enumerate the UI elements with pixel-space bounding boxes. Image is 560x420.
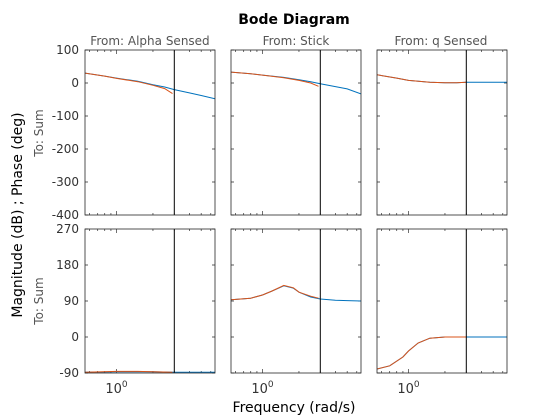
subplot-grid: -400 -300 -200 -100 0 100 -90 0 90 180 270 100 100 10…	[52, 43, 508, 397]
subplot-area	[377, 50, 507, 215]
measured-curve	[231, 284, 319, 301]
subplot-r1-c2	[230, 49, 362, 216]
subplot-area	[377, 229, 507, 373]
y-tick-label: 0	[71, 330, 79, 344]
y-tick-label: 100	[56, 43, 79, 57]
subplot-frame	[230, 228, 362, 374]
y-tick-label: -100	[52, 109, 79, 123]
subplot-frame	[84, 49, 216, 216]
subplot-r1-c3	[376, 49, 508, 216]
subplot-area	[85, 50, 215, 215]
measured-curve	[377, 336, 467, 370]
row-label-top: To: Sum	[32, 109, 46, 157]
subplot-frame	[376, 228, 508, 374]
subplot-frame	[230, 49, 362, 216]
subplot-r2-c1	[84, 228, 216, 374]
subplot-r2-c3	[376, 228, 508, 374]
subplot-area	[231, 229, 361, 373]
chart-title: Bode Diagram	[238, 12, 350, 28]
y-tick-label: 0	[71, 76, 79, 90]
y-tick-label: -200	[52, 142, 79, 156]
subplot-frame	[84, 228, 216, 374]
measured-curve	[231, 71, 319, 87]
column-title-q-sensed: From: q Sensed	[395, 34, 488, 48]
y-tick-label: 90	[64, 294, 79, 308]
x-tick-label: 100	[105, 380, 128, 397]
x-tick-label: 100	[251, 380, 274, 397]
row-label-bottom: To: Sum	[32, 277, 46, 325]
y-tick-label: -400	[52, 208, 79, 222]
y-tick-label: 270	[56, 222, 79, 236]
column-title-stick: From: Stick	[263, 34, 330, 48]
y-axis-label: Magnitude (dB) ; Phase (deg)	[10, 112, 26, 317]
x-axis-label: Frequency (rad/s)	[233, 400, 356, 416]
subplot-area	[231, 50, 361, 215]
y-tick-label: -300	[52, 175, 79, 189]
measured-curve	[85, 72, 173, 95]
column-title-alpha-sensed: From: Alpha Sensed	[90, 34, 209, 48]
y-tick-label: 180	[56, 258, 79, 272]
measured-curve	[85, 370, 173, 373]
subplot-area	[85, 229, 215, 373]
subplot-r1-c1	[84, 49, 216, 216]
subplot-frame	[376, 49, 508, 216]
y-tick-label: -90	[59, 366, 79, 380]
measured-curve	[377, 74, 467, 84]
x-tick-label: 100	[397, 380, 420, 397]
subplot-r2-c2	[230, 228, 362, 374]
